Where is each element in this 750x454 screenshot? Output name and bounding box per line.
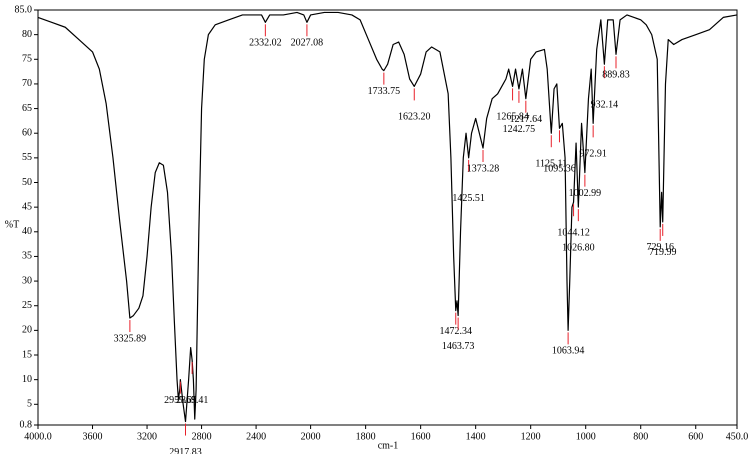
peak-label: 1095.36: [543, 164, 576, 175]
peak-label: 1044.12: [557, 228, 590, 239]
x-tick-label: 2400: [246, 431, 266, 442]
peak-label: 889.83: [602, 70, 630, 81]
peak-label: 1265.84: [496, 112, 529, 123]
peak-label: 1733.75: [368, 86, 401, 97]
x-tick-label: 1000: [576, 431, 596, 442]
x-tick-label: 3200: [137, 431, 157, 442]
peak-label: 1463.73: [442, 341, 475, 352]
peak-label: 1425.51: [452, 193, 485, 204]
peak-label: 932.14: [591, 100, 619, 111]
y-tick-label: 55: [22, 152, 32, 163]
y-tick-label: 35: [22, 251, 32, 262]
peak-label: 3325.89: [114, 333, 147, 344]
peak-label: 2027.08: [291, 38, 324, 49]
y-tick-label: 15: [22, 349, 32, 360]
y-tick-label: 30: [22, 275, 32, 286]
y-tick-label: 65: [22, 103, 32, 114]
y-tick-label: 80: [22, 29, 32, 40]
x-tick-label: 600: [688, 431, 703, 442]
peak-label: 1125.11: [535, 159, 567, 170]
peak-label: 2917.83: [169, 447, 202, 454]
peak-label: 729.16: [646, 242, 674, 253]
y-tick-label: 45: [22, 201, 32, 212]
peak-label: 2332.02: [249, 38, 282, 49]
x-tick-label: 3600: [83, 431, 103, 442]
x-tick-label: 800: [633, 431, 648, 442]
peak-label: 1242.75: [503, 124, 536, 135]
y-tick-label: 0.8: [20, 419, 33, 430]
x-axis-title: cm-1: [378, 440, 399, 451]
x-tick-label: 1200: [521, 431, 541, 442]
peak-label: 1002.99: [569, 188, 602, 199]
peak-label: 1472.34: [440, 326, 473, 337]
y-tick-label: 50: [22, 177, 32, 188]
x-tick-label: 1600: [411, 431, 431, 442]
peak-label: 1063.94: [552, 346, 585, 357]
x-tick-label: 1800: [356, 431, 376, 442]
y-tick-label: 75: [22, 54, 32, 65]
peak-label: 1217.64: [510, 114, 543, 125]
y-tick-label: 40: [22, 226, 32, 237]
plot-frame: [37, 9, 738, 426]
y-axis-title: %T: [5, 219, 19, 230]
peak-label: 972.91: [579, 149, 607, 160]
y-tick-label: 10: [22, 374, 32, 385]
x-tick-label: 4000.0: [24, 431, 52, 442]
peak-label: 719.99: [649, 247, 677, 258]
x-tick-label: 450.0: [726, 431, 749, 442]
peak-label: 1026.80: [562, 242, 595, 253]
x-tick-label: 1400: [466, 431, 486, 442]
y-tick-label: 25: [22, 300, 32, 311]
y-tick-label: 70: [22, 78, 32, 89]
peak-label: 2869.41: [176, 395, 209, 406]
peak-label: 2955.65: [164, 395, 197, 406]
y-tick-label: 60: [22, 128, 32, 139]
y-tick-label: 20: [22, 325, 32, 336]
y-tick-label: 85.0: [15, 4, 33, 15]
y-tick-label: 5: [27, 399, 32, 410]
x-tick-label: 2000: [301, 431, 321, 442]
peak-label: 1373.28: [467, 163, 500, 174]
peak-label: 1623.20: [398, 112, 431, 123]
x-tick-label: 2800: [192, 431, 212, 442]
spectrum-line: [37, 11, 738, 423]
